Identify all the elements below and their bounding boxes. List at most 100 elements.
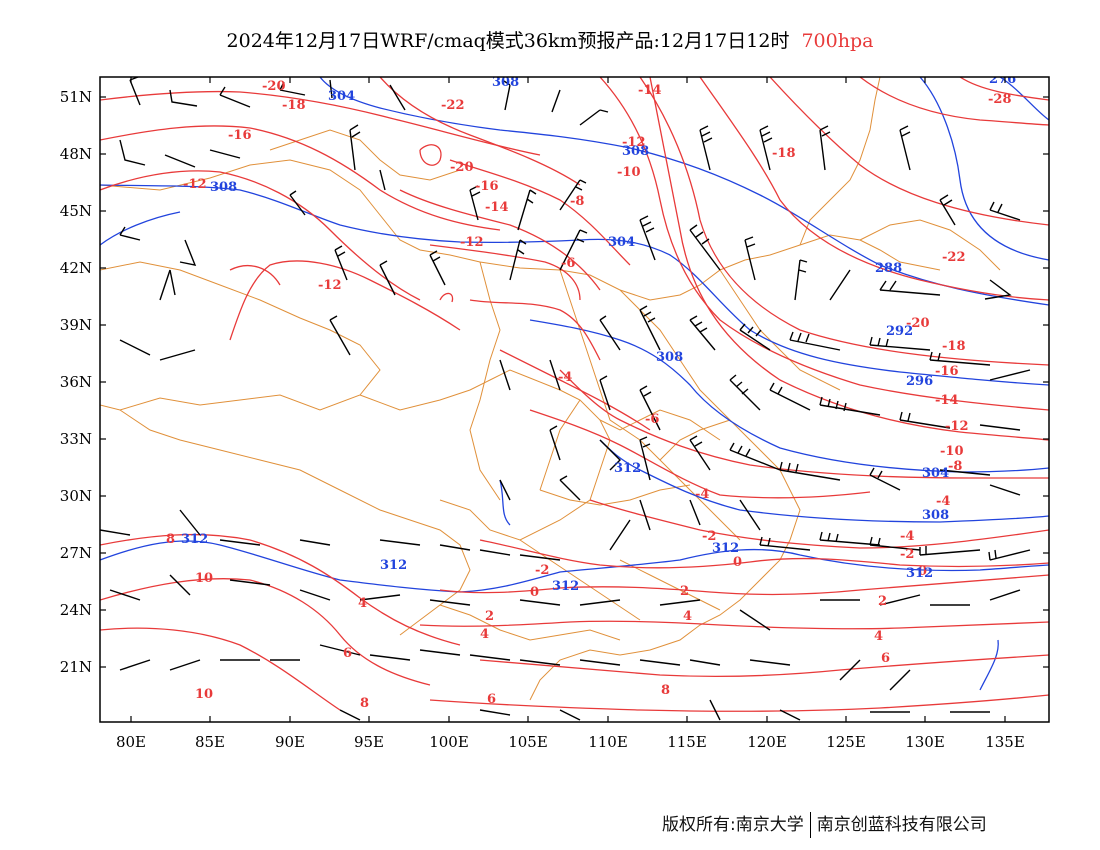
- height-label: 312: [552, 579, 579, 594]
- temp-label: -12: [318, 278, 342, 293]
- lon-label: 125E: [826, 733, 866, 751]
- temp-label: 4: [358, 596, 367, 611]
- temp-label: -22: [441, 98, 465, 113]
- temp-label: -4: [936, 494, 950, 509]
- temp-label: -2: [900, 547, 914, 562]
- temp-label: 10: [195, 571, 213, 586]
- height-label: 292: [886, 324, 913, 339]
- height-label: 312: [906, 566, 933, 581]
- temp-label: -18: [282, 98, 306, 113]
- temp-label: 0: [918, 564, 927, 579]
- lon-label: 110E: [588, 733, 628, 751]
- temp-label: 8: [166, 532, 175, 547]
- lon-label: 105E: [508, 733, 548, 751]
- height-labels: 304 308 276 308 308 304 288 292 296 308 …: [181, 72, 1016, 594]
- temp-label: -20: [450, 160, 474, 175]
- copyright-company: 南京创蓝科技有限公司: [816, 815, 987, 835]
- chart-title: 2024年12月17日WRF/cmaq模式36km预报产品:12月17日12时 7…: [0, 26, 1100, 53]
- temp-label: -4: [900, 529, 914, 544]
- height-label: 312: [614, 461, 641, 476]
- temp-label: -14: [638, 83, 662, 98]
- temp-label: -12: [183, 177, 207, 192]
- height-label: 308: [922, 508, 949, 523]
- map-frame: [99, 76, 1050, 723]
- temp-label: -12: [945, 419, 969, 434]
- height-label: 288: [875, 261, 902, 276]
- temp-label: 0: [733, 555, 742, 570]
- height-label: 312: [712, 541, 739, 556]
- temp-label: -8: [570, 194, 584, 209]
- lat-label: 21N: [60, 658, 92, 676]
- lon-label: 100E: [429, 733, 469, 751]
- lat-label: 42N: [60, 259, 92, 277]
- title-text: 2024年12月17日WRF/cmaq模式36km预报产品:12月17日12时: [226, 30, 790, 52]
- copyright-owner: 版权所有:南京大学: [662, 815, 804, 835]
- copyright-footer: 版权所有:南京大学 南京创蓝科技有限公司: [662, 810, 987, 838]
- temperature-contours: [100, 77, 1049, 712]
- lat-label: 27N: [60, 544, 92, 562]
- lon-label: 120E: [747, 733, 787, 751]
- temp-label: 4: [874, 629, 883, 644]
- temp-label: -12: [622, 135, 646, 150]
- temp-label: -2: [535, 563, 549, 578]
- border-lines: [100, 77, 1001, 701]
- temp-label: -4: [695, 487, 709, 502]
- temp-label: -14: [935, 393, 959, 408]
- height-label: 304: [328, 89, 355, 104]
- latitude-axis: 51N 48N 45N 42N 39N 36N 33N 30N 27N 24N …: [60, 88, 1049, 676]
- lat-label: 48N: [60, 145, 92, 163]
- lat-label: 33N: [60, 430, 92, 448]
- temp-label: -14: [485, 200, 509, 215]
- temp-label: -22: [942, 250, 966, 265]
- temp-label: -6: [645, 412, 659, 427]
- longitude-axis: 80E 85E 90E 95E 100E 105E 110E 115E 120E…: [116, 77, 1025, 751]
- height-label: 308: [492, 75, 519, 90]
- wind-barbs: [100, 77, 1031, 721]
- height-label: 308: [210, 180, 237, 195]
- temp-label: -20: [262, 79, 286, 94]
- temp-label: -4: [558, 370, 572, 385]
- temp-label: -16: [935, 364, 959, 379]
- lat-label: 39N: [60, 316, 92, 334]
- temp-label: 6: [487, 692, 496, 707]
- temp-label: -2: [702, 529, 716, 544]
- lon-label: 115E: [667, 733, 707, 751]
- height-label: 312: [380, 558, 407, 573]
- temp-label: -10: [940, 444, 964, 459]
- height-label: 304: [608, 235, 635, 250]
- copyright-separator: [809, 812, 811, 838]
- temp-label: 4: [683, 609, 692, 624]
- temp-label: 6: [343, 646, 352, 661]
- temp-label: -18: [942, 339, 966, 354]
- temp-label: -8: [948, 459, 962, 474]
- lat-label: 51N: [60, 88, 92, 106]
- height-label: 308: [656, 350, 683, 365]
- temp-label: -10: [617, 165, 641, 180]
- temp-label: -12: [460, 235, 484, 250]
- lon-label: 85E: [195, 733, 225, 751]
- temp-label: 8: [661, 683, 670, 698]
- height-label: 312: [181, 532, 208, 547]
- temp-label: -28: [988, 92, 1012, 107]
- temp-label: 6: [881, 651, 890, 666]
- temp-label: 10: [195, 687, 213, 702]
- pressure-level: 700hpa: [801, 30, 874, 52]
- temp-label: 2: [680, 584, 689, 599]
- lat-label: 45N: [60, 202, 92, 220]
- height-label: 308: [622, 144, 649, 159]
- lon-label: 135E: [985, 733, 1025, 751]
- temp-label: -16: [228, 128, 252, 143]
- lat-label: 24N: [60, 601, 92, 619]
- height-label: 296: [906, 374, 933, 389]
- temp-label: -16: [475, 179, 499, 194]
- lat-label: 30N: [60, 487, 92, 505]
- temp-label: -18: [772, 146, 796, 161]
- lon-label: 90E: [275, 733, 305, 751]
- temp-label: 2: [485, 609, 494, 624]
- temp-label: 0: [530, 585, 539, 600]
- height-label: 276: [989, 72, 1016, 87]
- lon-label: 130E: [905, 733, 945, 751]
- height-label: 304: [922, 466, 949, 481]
- lon-label: 95E: [354, 733, 384, 751]
